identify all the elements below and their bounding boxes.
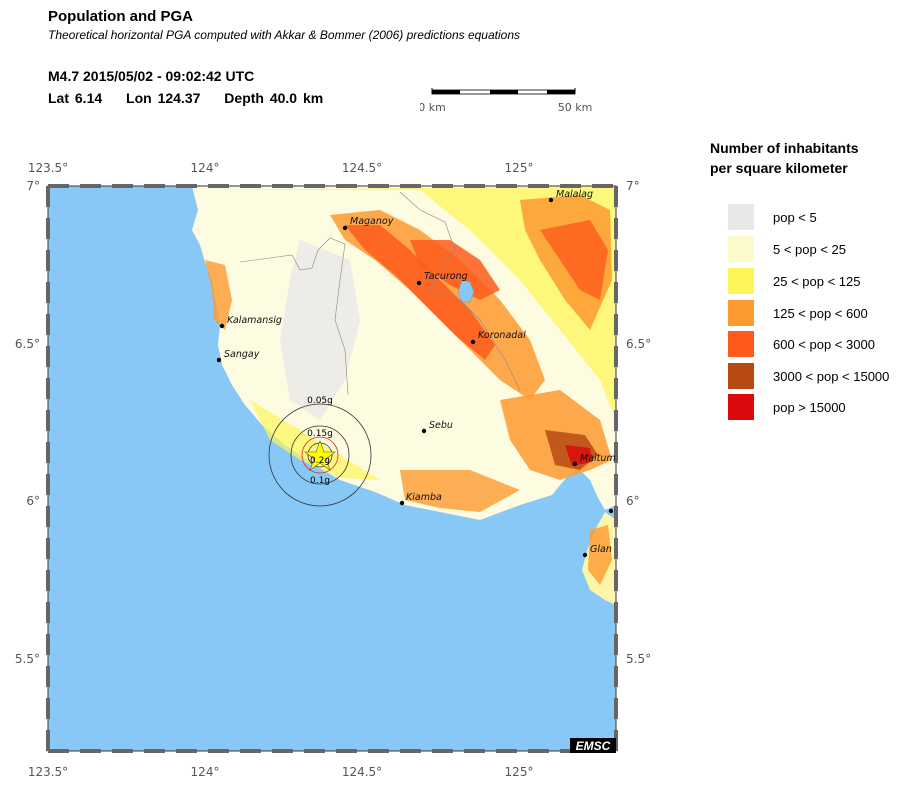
town-marker bbox=[608, 508, 614, 514]
svg-text:Sangay: Sangay bbox=[224, 349, 260, 360]
latitude: Lat 6.14 bbox=[48, 90, 103, 106]
town-maganoy[interactable]: Maganoy bbox=[342, 216, 394, 231]
legend-label: 5 < pop < 25 bbox=[773, 242, 847, 257]
y-tick-label: 7° bbox=[626, 179, 640, 193]
x-tick-label: 123.5° bbox=[28, 161, 68, 175]
y-axis-left: 7° 6.5° 6° 5.5° bbox=[15, 179, 40, 666]
legend-label: 125 < pop < 600 bbox=[773, 306, 868, 321]
x-tick-label: 125° bbox=[505, 765, 534, 779]
x-tick-label: 123.5° bbox=[28, 765, 68, 779]
town-sangay[interactable]: Sangay bbox=[216, 349, 260, 363]
legend-swatch bbox=[728, 236, 754, 262]
town-koronadal[interactable]: Koronadal bbox=[470, 330, 526, 345]
scale-end-label: 50 km bbox=[558, 101, 593, 114]
x-tick-label: 124° bbox=[191, 161, 220, 175]
event-info: M4.7 2015/05/02 - 09:02:42 UTC bbox=[48, 68, 255, 84]
legend-label: pop < 5 bbox=[773, 210, 817, 225]
page-subtitle: Theoretical horizontal PGA computed with… bbox=[48, 28, 521, 42]
x-tick-label: 124.5° bbox=[342, 161, 382, 175]
legend-label: 3000 < pop < 15000 bbox=[773, 369, 890, 384]
town-maitum[interactable]: Maitum bbox=[572, 453, 616, 467]
svg-text:Kiamba: Kiamba bbox=[406, 492, 442, 503]
depth: Depth 40.0 km bbox=[224, 90, 324, 106]
epicenter-star[interactable] bbox=[304, 440, 336, 471]
map-frame bbox=[46, 184, 618, 753]
population-density-layer bbox=[205, 186, 616, 585]
pga-contour-0.1g bbox=[290, 425, 350, 485]
legend-label: 25 < pop < 125 bbox=[773, 274, 861, 289]
legend-swatch bbox=[728, 394, 754, 420]
town-kalamansig[interactable]: Kalamansig bbox=[219, 315, 282, 329]
legend-swatch bbox=[728, 363, 754, 389]
legend-swatch bbox=[728, 268, 754, 294]
svg-text:Sebu: Sebu bbox=[429, 420, 453, 431]
legend-swatch bbox=[728, 204, 754, 230]
svg-text:Tacurong: Tacurong bbox=[424, 271, 468, 282]
svg-text:Maitum: Maitum bbox=[580, 453, 616, 464]
legend-title: Number of inhabitants per square kilomet… bbox=[710, 140, 859, 176]
pga-contour-0.05g bbox=[268, 403, 372, 507]
town-malalag[interactable]: Malalag bbox=[548, 189, 593, 203]
longitude: Lon 124.37 bbox=[126, 90, 201, 106]
scale-start-label: 0 km bbox=[420, 101, 446, 114]
y-tick-label: 6.5° bbox=[626, 337, 651, 351]
town-glan[interactable]: Glan bbox=[582, 544, 612, 558]
x-axis-top: 123.5° 124° 124.5° 125° bbox=[28, 161, 534, 175]
admin-boundary-2 bbox=[399, 191, 521, 391]
x-tick-label: 125° bbox=[505, 161, 534, 175]
scale-bar: 0 km 50 km bbox=[420, 88, 593, 114]
legend-label: pop > 15000 bbox=[773, 400, 846, 415]
pga-label-0.15g: 0.15g bbox=[307, 429, 333, 439]
legend-swatch bbox=[728, 300, 754, 326]
legend-label: 600 < pop < 3000 bbox=[773, 337, 875, 352]
y-tick-label: 5.5° bbox=[15, 652, 40, 666]
svg-text:Malalag: Malalag bbox=[556, 189, 593, 200]
towns-layer: Maganoy Tacurong Koronadal Kalamansig Sa… bbox=[216, 189, 616, 558]
y-tick-label: 6° bbox=[26, 494, 40, 508]
legend-swatch bbox=[728, 331, 754, 357]
svg-text:Koronadal: Koronadal bbox=[478, 330, 526, 341]
event-coordinates: Lat 6.14 Lon 124.37 Depth 40.0 km bbox=[48, 90, 341, 106]
svg-text:Kalamansig: Kalamansig bbox=[227, 315, 282, 326]
x-tick-label: 124.5° bbox=[342, 765, 382, 779]
admin-boundary bbox=[239, 237, 349, 396]
pga-label-0.1g: 0.1g bbox=[310, 476, 330, 486]
town-sebu[interactable]: Sebu bbox=[421, 420, 453, 434]
svg-text:EMSC: EMSC bbox=[576, 739, 611, 753]
y-tick-label: 6° bbox=[626, 494, 640, 508]
x-axis-bottom: 123.5° 124° 124.5° 125° bbox=[28, 765, 534, 779]
y-tick-label: 6.5° bbox=[15, 337, 40, 351]
svg-text:Maganoy: Maganoy bbox=[350, 216, 394, 227]
emsc-badge: EMSC bbox=[570, 738, 616, 753]
pga-contour-0.15g bbox=[301, 436, 339, 474]
pga-label-0.2g: 0.2g bbox=[310, 456, 330, 466]
svg-text:Glan: Glan bbox=[590, 544, 612, 555]
y-axis-right: 7° 6.5° 6° 5.5° bbox=[626, 179, 651, 666]
y-tick-label: 5.5° bbox=[626, 652, 651, 666]
lake bbox=[457, 279, 475, 303]
x-tick-label: 124° bbox=[191, 765, 220, 779]
y-tick-label: 7° bbox=[26, 179, 40, 193]
town-kiamba[interactable]: Kiamba bbox=[399, 492, 442, 506]
town-tacurong[interactable]: Tacurong bbox=[416, 271, 468, 286]
pga-label-0.05g: 0.05g bbox=[307, 396, 333, 406]
page-title: Population and PGA bbox=[48, 8, 193, 25]
pga-contours: 0.05g 0.15g 0.2g 0.1g bbox=[268, 396, 372, 507]
